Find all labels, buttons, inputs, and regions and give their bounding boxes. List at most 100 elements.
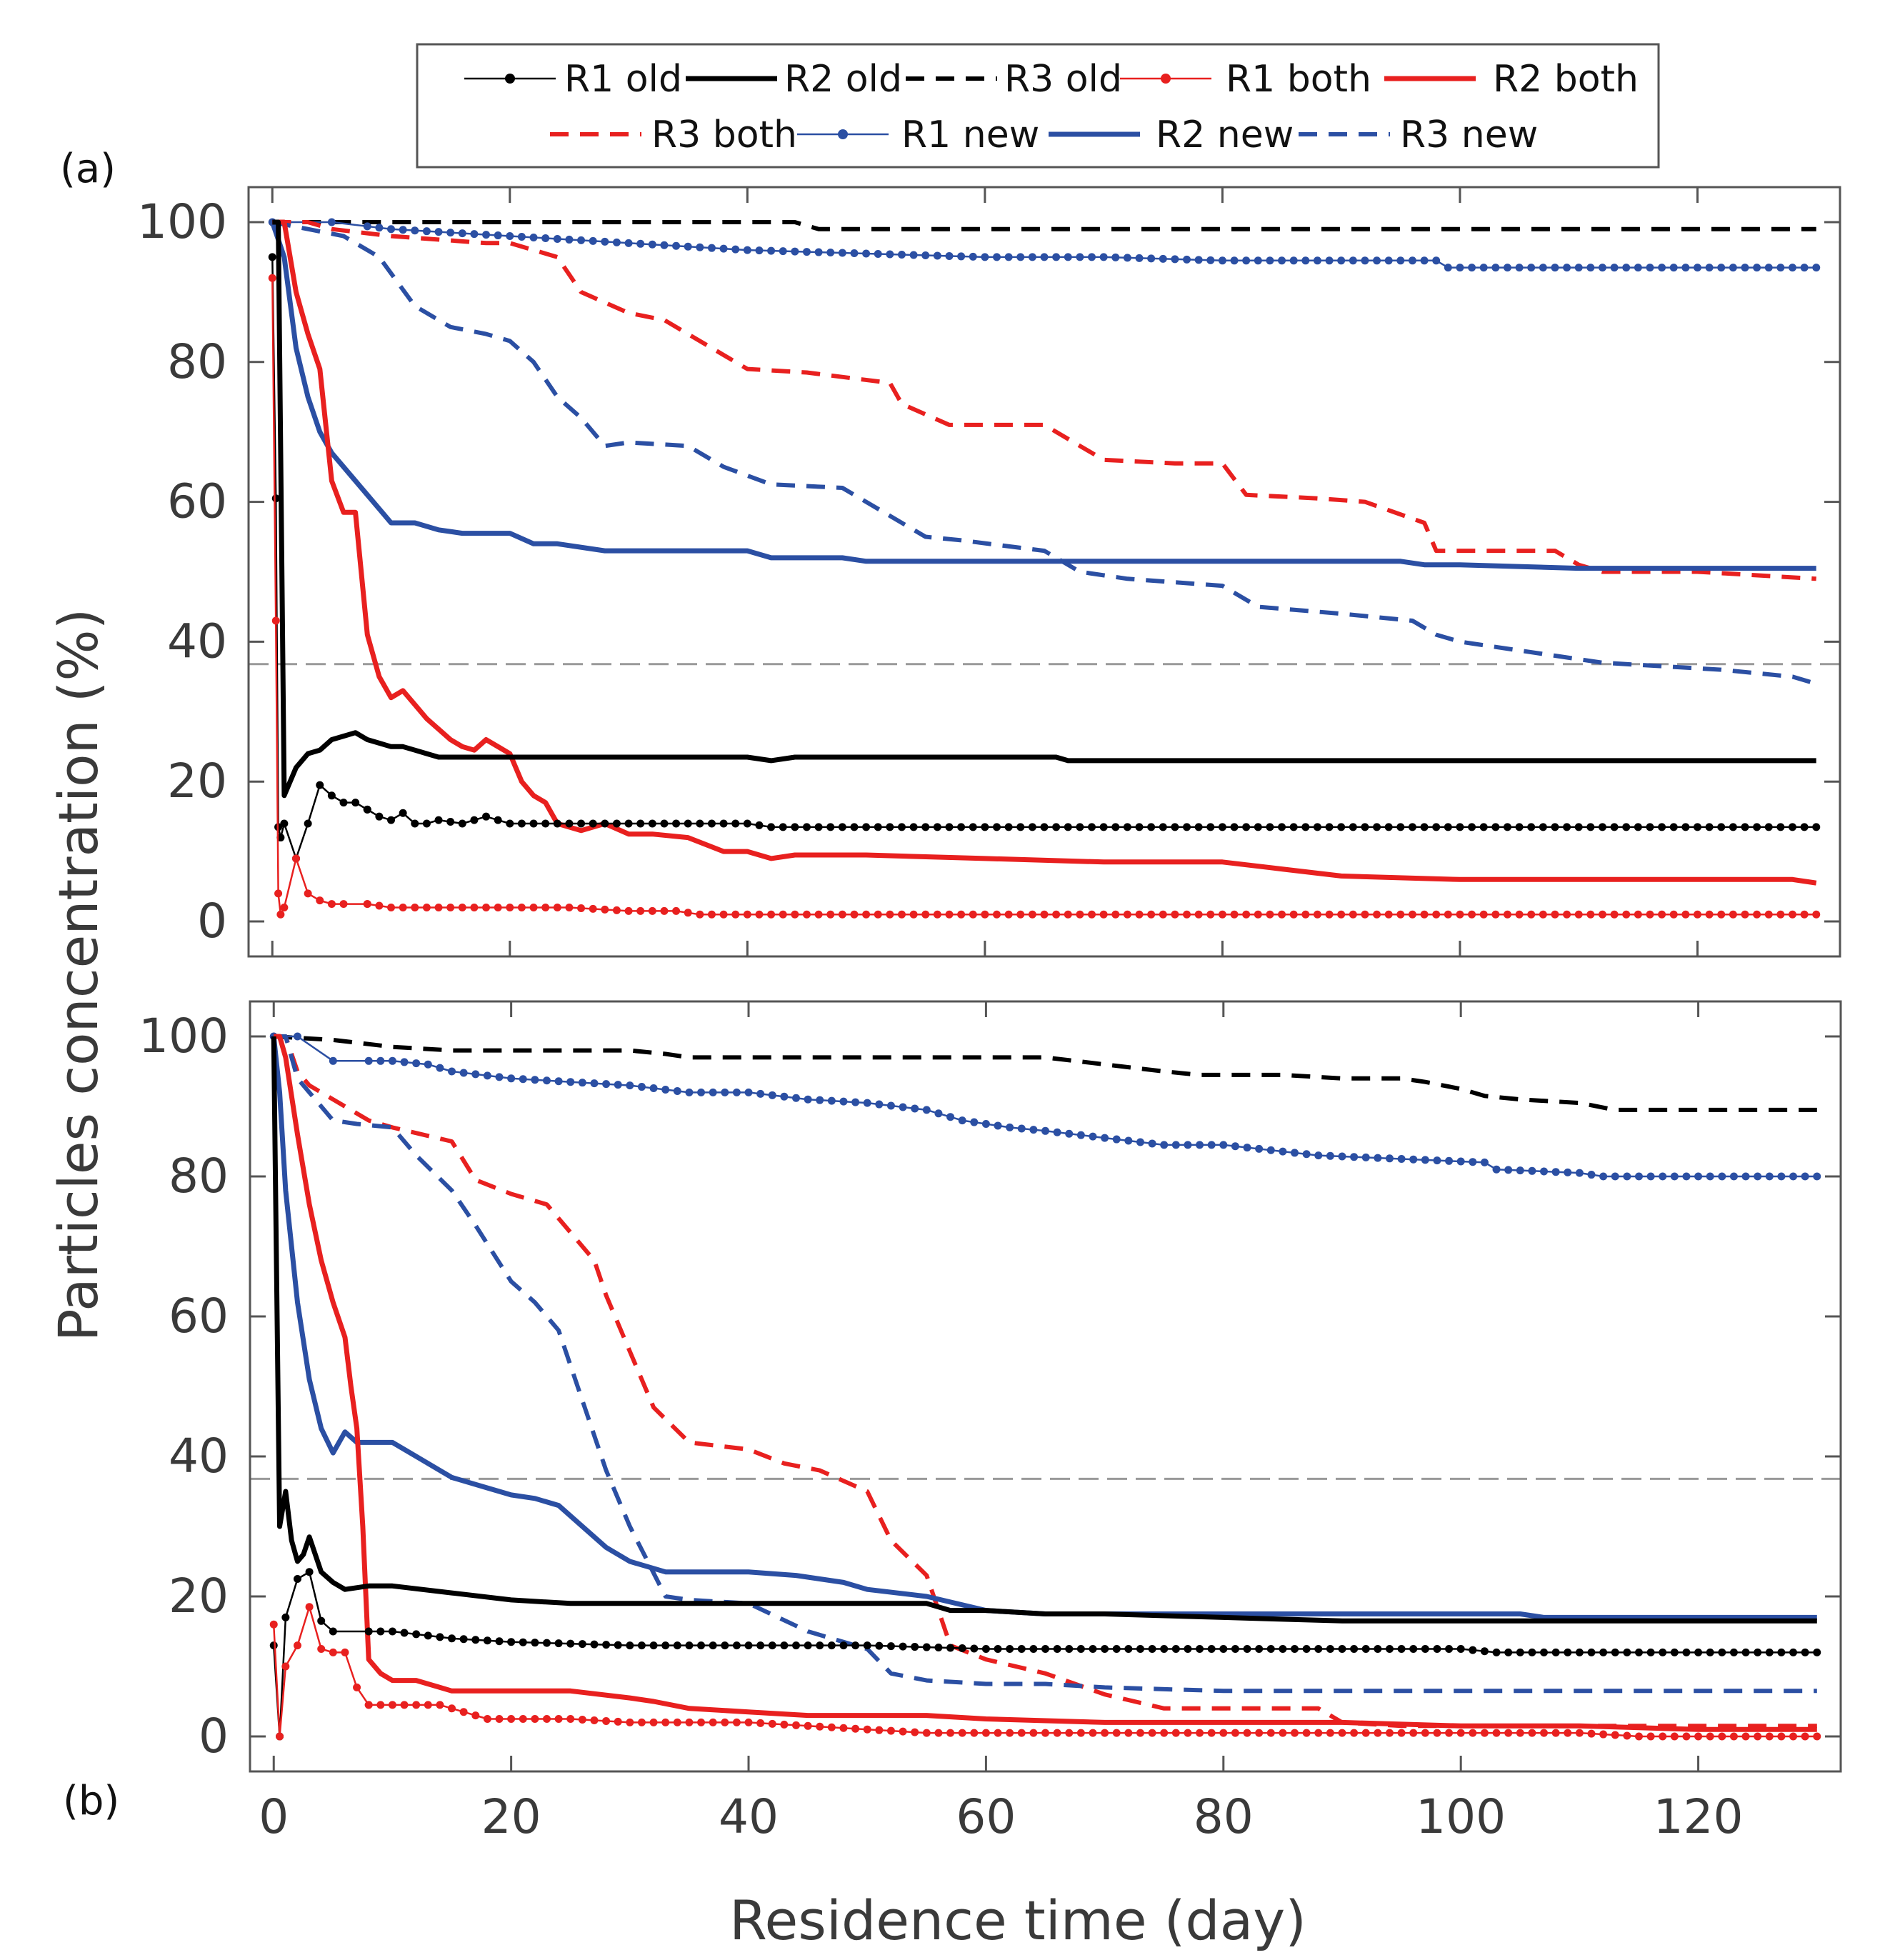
data-point-r1both	[886, 910, 894, 919]
data-point-r1both	[744, 1718, 753, 1726]
data-point-r1new	[755, 246, 764, 255]
data-point-r1new	[388, 1056, 396, 1065]
data-point-r1both	[276, 1732, 284, 1741]
data-point-r1both	[531, 1715, 539, 1723]
data-point-r1new	[1492, 1165, 1501, 1174]
data-point-r1new	[1040, 253, 1049, 261]
data-point-r1both	[1610, 910, 1619, 919]
data-point-r1both	[707, 910, 716, 919]
data-point-r1new	[506, 232, 514, 241]
data-point-r1new	[875, 1100, 884, 1109]
data-point-r1both	[1171, 910, 1179, 919]
data-point-r1new	[1669, 264, 1678, 272]
data-point-r1both	[1135, 910, 1144, 919]
data-point-r1both	[316, 896, 324, 905]
data-point-r1both	[353, 1683, 361, 1691]
data-point-r1both	[1718, 1732, 1726, 1741]
legend-label-r1old: R1 old	[564, 58, 682, 101]
data-point-r1new	[624, 239, 633, 247]
data-point-r1new	[1634, 1172, 1643, 1181]
data-point-r1both	[1112, 1729, 1121, 1737]
data-point-r1new	[1622, 264, 1631, 272]
data-point-r1new	[1694, 1172, 1703, 1181]
data-point-r1old	[329, 1627, 337, 1636]
data-point-r1new	[756, 1089, 765, 1098]
data-point-r1both	[388, 1701, 396, 1709]
data-point-r1both	[863, 1725, 871, 1734]
data-point-r1both	[875, 1726, 884, 1734]
data-point-r1old	[1135, 823, 1144, 831]
data-point-r1old	[482, 812, 491, 821]
data-point-r1old	[1812, 823, 1821, 831]
data-point-r1new	[471, 1070, 480, 1079]
legend-item-r1both: R1 both	[1120, 58, 1371, 101]
data-point-r1new	[672, 241, 681, 250]
data-point-r1new	[541, 234, 550, 242]
data-point-r1new	[1765, 1172, 1774, 1181]
data-point-r1both	[660, 906, 669, 915]
data-point-r1new	[1610, 264, 1619, 272]
data-point-r1new	[839, 1097, 848, 1106]
data-point-r1both	[719, 910, 728, 919]
data-point-r1new	[1147, 254, 1156, 263]
data-point-r1old	[1136, 1645, 1144, 1653]
data-point-r1both	[494, 903, 502, 911]
data-point-r1both	[529, 903, 538, 911]
data-point-r1new	[1196, 1141, 1204, 1149]
data-point-r1new	[732, 1088, 741, 1096]
data-point-r1new	[1491, 264, 1500, 272]
data-point-r1both	[1291, 1729, 1299, 1737]
data-point-r1new	[1433, 1156, 1441, 1165]
data-point-r1old	[1765, 1648, 1774, 1656]
data-point-r1new	[293, 1032, 301, 1041]
data-point-r1old	[1016, 823, 1025, 831]
data-point-r1old	[1516, 1648, 1524, 1656]
data-point-r1old	[1681, 823, 1690, 831]
data-point-r1new	[1681, 264, 1690, 272]
data-point-r1old	[719, 819, 728, 828]
data-point-r1old	[1729, 1648, 1738, 1656]
data-point-r1both	[1361, 1729, 1370, 1737]
data-point-r1old	[400, 1629, 409, 1637]
panel-b-frame	[249, 1000, 1842, 1773]
data-point-r1new	[553, 234, 561, 243]
data-point-r1both	[838, 910, 846, 919]
data-point-r1both	[274, 889, 283, 898]
data-point-r1new	[934, 1109, 943, 1118]
data-point-r1new	[531, 1076, 539, 1084]
data-point-r1old	[1160, 1645, 1169, 1653]
data-point-r1old	[1266, 1645, 1275, 1653]
data-point-r1new	[850, 249, 859, 258]
data-point-r1both	[755, 910, 764, 919]
data-point-r1old	[363, 805, 371, 814]
data-point-r1both	[1587, 1729, 1596, 1738]
data-point-r1both	[1670, 1732, 1679, 1741]
data-point-r1new	[1184, 1141, 1192, 1149]
data-point-r1both	[1754, 1732, 1762, 1741]
data-point-r1new	[1183, 255, 1191, 264]
data-point-r1old	[1017, 1645, 1026, 1653]
data-point-r1old	[1254, 823, 1262, 831]
data-point-r1old	[483, 1636, 491, 1645]
data-point-r1new	[1255, 1144, 1264, 1153]
y-tick-label: 40	[167, 614, 227, 669]
data-point-r1new	[1052, 253, 1061, 261]
data-point-r1new	[1326, 1151, 1334, 1160]
data-point-r1both	[517, 903, 526, 911]
data-point-r1new	[1112, 1135, 1121, 1144]
data-point-r1old	[1539, 823, 1547, 831]
data-point-r1both	[696, 910, 704, 919]
data-point-r1old	[994, 1645, 1002, 1653]
data-point-r1both	[507, 1715, 516, 1723]
data-point-r1both	[814, 910, 823, 919]
data-point-r1both	[1016, 910, 1025, 919]
data-point-r1old	[1184, 1645, 1192, 1653]
legend-frame	[416, 43, 1660, 169]
data-point-r1new	[648, 240, 656, 249]
data-point-r1old	[1777, 1648, 1786, 1656]
data-point-r1old	[826, 823, 835, 831]
legend-marker-r1old	[505, 74, 515, 84]
data-point-r1both	[470, 903, 479, 911]
data-point-r1old	[1183, 823, 1191, 831]
data-point-r1both	[709, 1718, 717, 1726]
